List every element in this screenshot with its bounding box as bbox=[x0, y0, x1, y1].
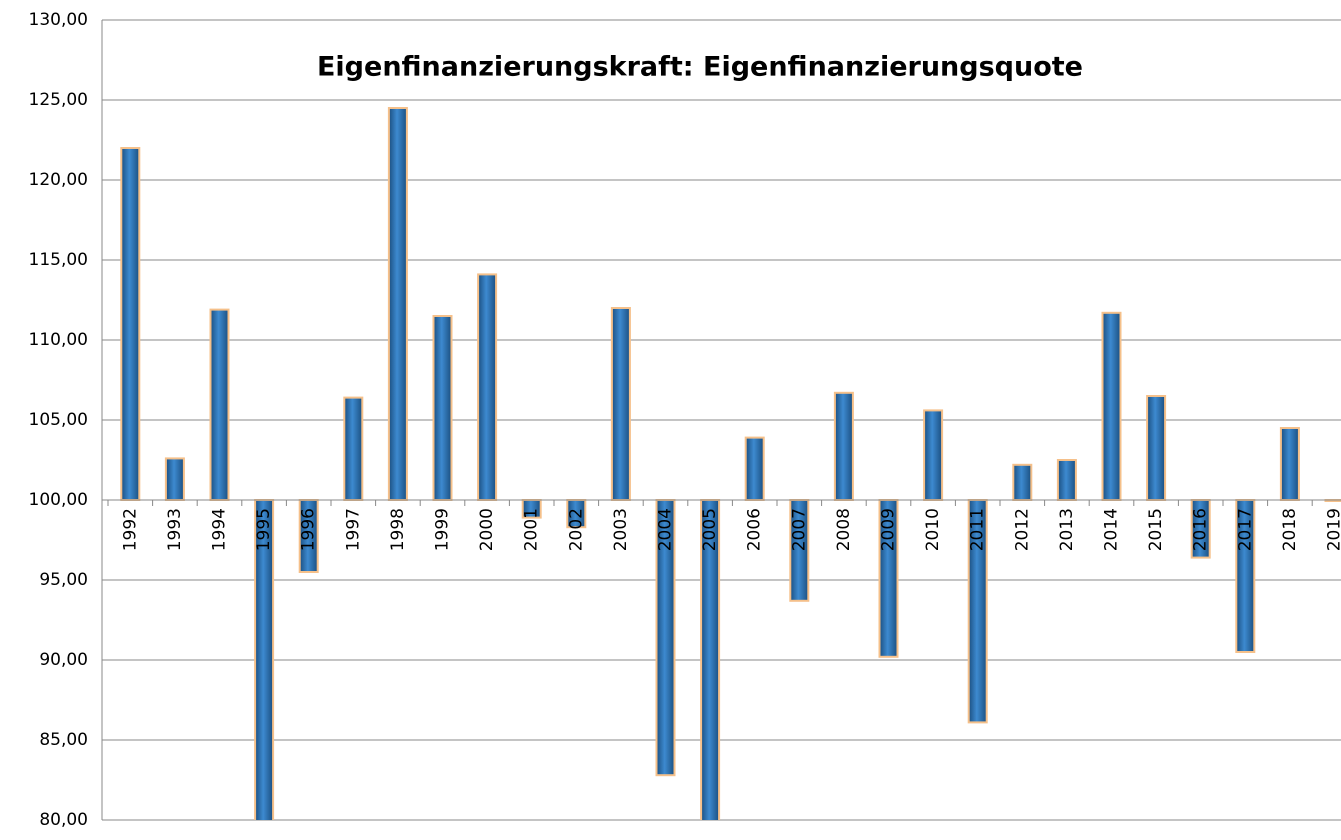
x-tick-label: 2018 bbox=[1280, 508, 1300, 551]
bar bbox=[121, 148, 139, 500]
y-tick-label: 120,00 bbox=[29, 170, 88, 190]
x-tick-label: 2010 bbox=[923, 508, 943, 551]
chart-title: Eigenfinanzierungskraft: Eigenfinanzieru… bbox=[317, 52, 1083, 83]
x-tick-label: 2002 bbox=[566, 508, 586, 551]
x-tick-label: 2009 bbox=[879, 508, 899, 551]
x-tick-label: 1998 bbox=[388, 508, 408, 551]
y-tick-label: 130,00 bbox=[29, 10, 88, 30]
x-tick-label: 1996 bbox=[299, 508, 319, 551]
bar bbox=[746, 438, 764, 500]
y-tick-label: 90,00 bbox=[39, 650, 88, 670]
x-tick-label: 1992 bbox=[120, 508, 140, 551]
x-tick-label: 2017 bbox=[1235, 508, 1255, 551]
x-tick-label: 1994 bbox=[210, 508, 230, 551]
x-tick-label: 1999 bbox=[433, 508, 453, 551]
y-tick-label: 100,00 bbox=[29, 490, 88, 510]
bar bbox=[1281, 428, 1299, 500]
x-tick-label: 1995 bbox=[254, 508, 274, 551]
bar bbox=[924, 410, 942, 500]
bar bbox=[389, 108, 407, 500]
x-tick-label: 2003 bbox=[611, 508, 631, 551]
bar bbox=[211, 310, 229, 500]
bar bbox=[1103, 313, 1121, 500]
bar bbox=[434, 316, 452, 500]
y-tick-label: 95,00 bbox=[39, 570, 88, 590]
x-tick-label: 1997 bbox=[343, 508, 363, 551]
x-tick-label: 2001 bbox=[522, 508, 542, 551]
x-tick-label: 2013 bbox=[1057, 508, 1077, 551]
bar bbox=[835, 393, 853, 500]
x-tick-label: 2004 bbox=[656, 508, 676, 551]
x-tick-label: 2012 bbox=[1012, 508, 1032, 551]
x-tick-label: 2000 bbox=[477, 508, 497, 551]
y-tick-label: 110,00 bbox=[29, 330, 88, 350]
y-tick-label: 115,00 bbox=[29, 250, 88, 270]
x-tick-label: 2014 bbox=[1102, 508, 1122, 551]
bar bbox=[1013, 465, 1031, 500]
bar bbox=[344, 398, 362, 500]
x-tick-label: 2005 bbox=[700, 508, 720, 551]
bars bbox=[121, 108, 1341, 836]
bar bbox=[1058, 460, 1076, 500]
bar bbox=[1147, 396, 1165, 500]
x-tick-label: 2019 bbox=[1325, 508, 1341, 551]
x-tick-label: 2011 bbox=[968, 508, 988, 551]
x-tick-label: 2016 bbox=[1191, 508, 1211, 551]
x-tick-label: 2007 bbox=[789, 508, 809, 551]
bar bbox=[612, 308, 630, 500]
y-tick-label: 125,00 bbox=[29, 90, 88, 110]
y-tick-label: 105,00 bbox=[29, 410, 88, 430]
x-tick-label: 1993 bbox=[165, 508, 185, 551]
y-tick-label: 80,00 bbox=[39, 810, 88, 830]
bar bbox=[478, 274, 496, 500]
y-tick-label: 85,00 bbox=[39, 730, 88, 750]
x-tick-label: 2008 bbox=[834, 508, 854, 551]
x-tick-label: 2015 bbox=[1146, 508, 1166, 551]
bar bbox=[166, 458, 184, 500]
x-tick-label: 2006 bbox=[745, 508, 765, 551]
